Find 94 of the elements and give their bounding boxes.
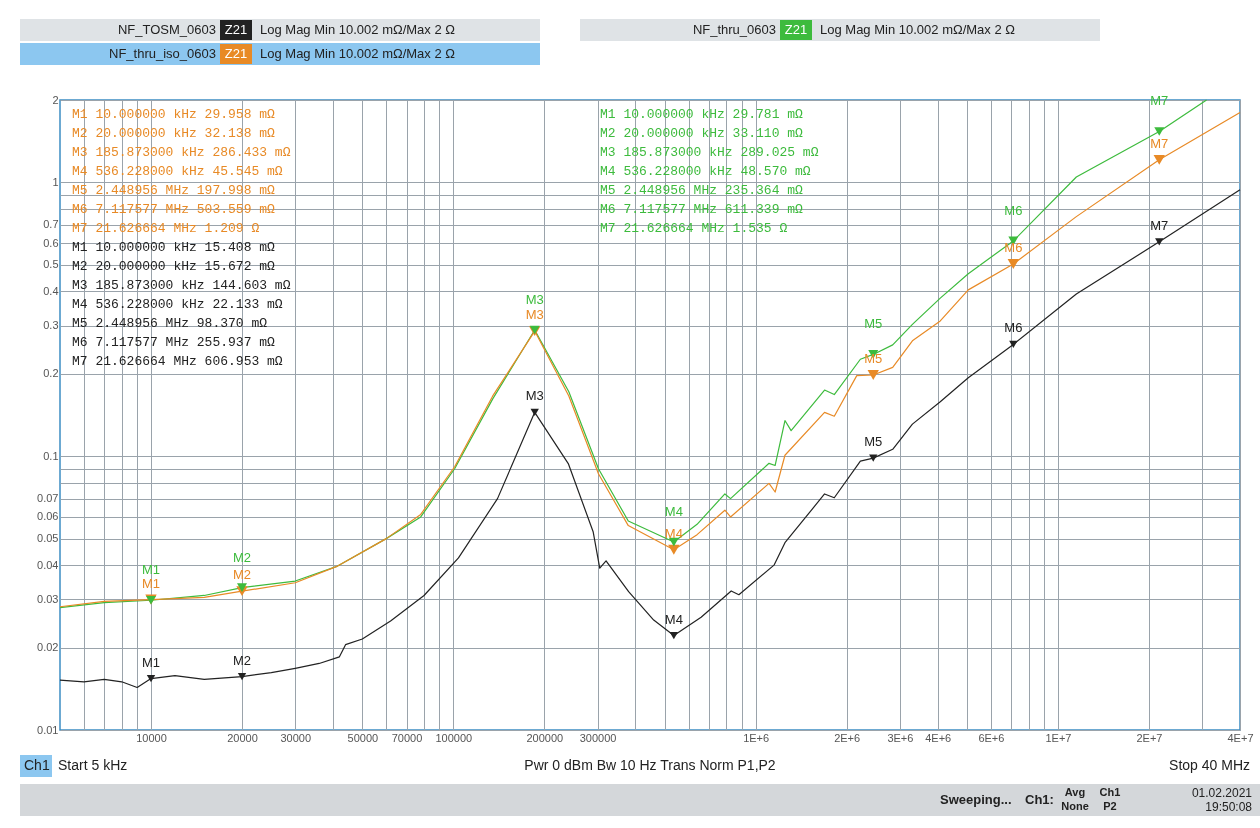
x-tick-label: 300000 <box>579 731 617 744</box>
x-tick-label: 200000 <box>526 731 564 744</box>
annotation: M1 <box>141 654 161 670</box>
annotation: M6 <box>1004 320 1023 336</box>
y-tick-label: 0.04 <box>37 558 59 571</box>
annotation: M1 <box>141 562 161 578</box>
annotation: M6 <box>1004 202 1023 218</box>
x-tick-label: 2E+6 <box>834 731 861 744</box>
x-tick-label: 100000 <box>435 731 473 744</box>
text: Log Mag Min 10.002 mΩ/Max 2 Ω <box>260 46 456 61</box>
annotation: M1 <box>141 575 161 591</box>
annotation: M3 <box>525 307 544 323</box>
annotation: M5 <box>864 350 883 366</box>
text: 01.02.2021 <box>1191 786 1253 800</box>
x-tick-label: 1E+6 <box>743 731 770 744</box>
x-tick-label: 20000 <box>227 731 258 744</box>
annotation: M5 <box>864 434 883 450</box>
annotation: M2 20.000000 kHz 15.672 mΩ <box>72 259 276 274</box>
text: Log Mag Min 10.002 mΩ/Max 2 Ω <box>820 22 1016 37</box>
annotation: M6 7.117577 MHz 503.559 mΩ <box>72 202 276 217</box>
y-tick-label: 2 <box>52 93 59 106</box>
y-tick-label: 1 <box>52 175 59 188</box>
annotation: M4 <box>664 611 683 627</box>
annotation: M3 <box>525 388 544 404</box>
y-tick-label: 0.6 <box>43 236 59 249</box>
y-tick-label: 0.4 <box>43 284 59 297</box>
annotation: M1 10.000000 kHz 29.958 mΩ <box>72 107 276 122</box>
x-tick-label: 2E+7 <box>1136 731 1163 744</box>
x-tick-label: 70000 <box>391 731 423 744</box>
text: Z21 <box>224 22 248 37</box>
y-tick-label: 0.3 <box>43 319 59 332</box>
annotation: M7 <box>1150 135 1169 151</box>
x-tick-label: 6E+6 <box>978 731 1005 744</box>
annotation: M1 10.000000 kHz 15.408 mΩ <box>72 240 276 255</box>
y-tick-label: 0.7 <box>43 218 59 231</box>
annotation: M2 20.000000 kHz 32.138 mΩ <box>72 126 276 141</box>
annotation: M2 <box>232 549 252 565</box>
y-tick-label: 0.1 <box>43 449 59 462</box>
annotation: M7 21.626664 MHz 1.535 Ω <box>600 221 788 236</box>
annotation: M4 536.228000 kHz 22.133 mΩ <box>72 297 283 312</box>
text: Ch1: <box>1025 792 1054 807</box>
annotation: M4 536.228000 kHz 45.545 mΩ <box>72 164 283 179</box>
annotation: M3 <box>525 292 544 308</box>
text: Sweeping... <box>940 792 1012 807</box>
annotation: M6 <box>1004 239 1023 255</box>
annotation: M2 <box>232 567 252 583</box>
x-tick-label: 50000 <box>347 731 379 744</box>
annotation: M2 <box>232 652 252 668</box>
annotation: M3 185.873000 kHz 286.433 mΩ <box>72 145 291 160</box>
annotation: M6 7.117577 MHz 255.937 mΩ <box>72 335 276 350</box>
text: 19:50:08 <box>1205 800 1253 814</box>
annotation: M5 2.448956 MHz 197.998 mΩ <box>72 183 276 198</box>
y-tick-label: 0.03 <box>37 592 59 605</box>
y-tick-label: 0.5 <box>43 258 59 271</box>
y-tick-label: 0.07 <box>37 492 59 505</box>
annotation: M7 21.626664 MHz 1.209 Ω <box>72 221 260 236</box>
annotation: M2 20.000000 kHz 33.110 mΩ <box>600 126 804 141</box>
annotation: M3 185.873000 kHz 289.025 mΩ <box>600 145 819 160</box>
annotation: M7 <box>1150 217 1169 233</box>
annotation: M1 10.000000 kHz 29.781 mΩ <box>600 107 804 122</box>
y-tick-label: 0.01 <box>37 723 59 736</box>
text: Stop 40 MHz <box>1169 757 1250 773</box>
text: Ch1 <box>1099 786 1121 798</box>
text: Avg <box>1064 786 1086 798</box>
annotation: M4 536.228000 kHz 48.570 mΩ <box>600 164 811 179</box>
annotation: M5 2.448956 MHz 235.364 mΩ <box>600 183 804 198</box>
legend-label: NF_TOSM_0603 <box>117 22 216 37</box>
x-tick-label: 4E+6 <box>925 731 952 744</box>
x-tick-label: 3E+6 <box>887 731 914 744</box>
x-tick-label: 30000 <box>280 731 312 744</box>
y-tick-label: 0.06 <box>37 510 59 523</box>
annotation: M7 21.626664 MHz 606.953 mΩ <box>72 354 283 369</box>
text: None <box>1061 800 1089 812</box>
x-tick-label: 10000 <box>136 731 167 744</box>
text: Start 5 kHz <box>58 757 128 773</box>
annotation: M5 2.448956 MHz 98.370 mΩ <box>72 316 268 331</box>
annotation: M4 <box>664 525 683 541</box>
text: Pwr 0 dBm Bw 10 Hz Trans Norm P1,P2 <box>524 757 776 773</box>
x-tick-label: 4E+7 <box>1227 731 1254 744</box>
legend-label: NF_thru_iso_0603 <box>109 46 216 61</box>
text: P2 <box>1103 800 1117 812</box>
y-tick-label: 0.02 <box>37 641 59 654</box>
annotation: M6 7.117577 MHz 611.339 mΩ <box>600 202 804 217</box>
annotation: M4 <box>664 504 683 520</box>
text: Z21 <box>784 22 808 37</box>
y-tick-label: 0.05 <box>37 532 59 545</box>
annotation: M5 <box>864 316 883 332</box>
text: Log Mag Min 10.002 mΩ/Max 2 Ω <box>260 22 456 37</box>
text: Ch1 <box>24 757 50 773</box>
text: Z21 <box>224 46 248 61</box>
x-tick-label: 1E+7 <box>1045 731 1072 744</box>
y-tick-label: 0.2 <box>43 367 59 380</box>
legend-label: NF_thru_0603 <box>692 22 776 37</box>
annotation: M3 185.873000 kHz 144.603 mΩ <box>72 278 291 293</box>
